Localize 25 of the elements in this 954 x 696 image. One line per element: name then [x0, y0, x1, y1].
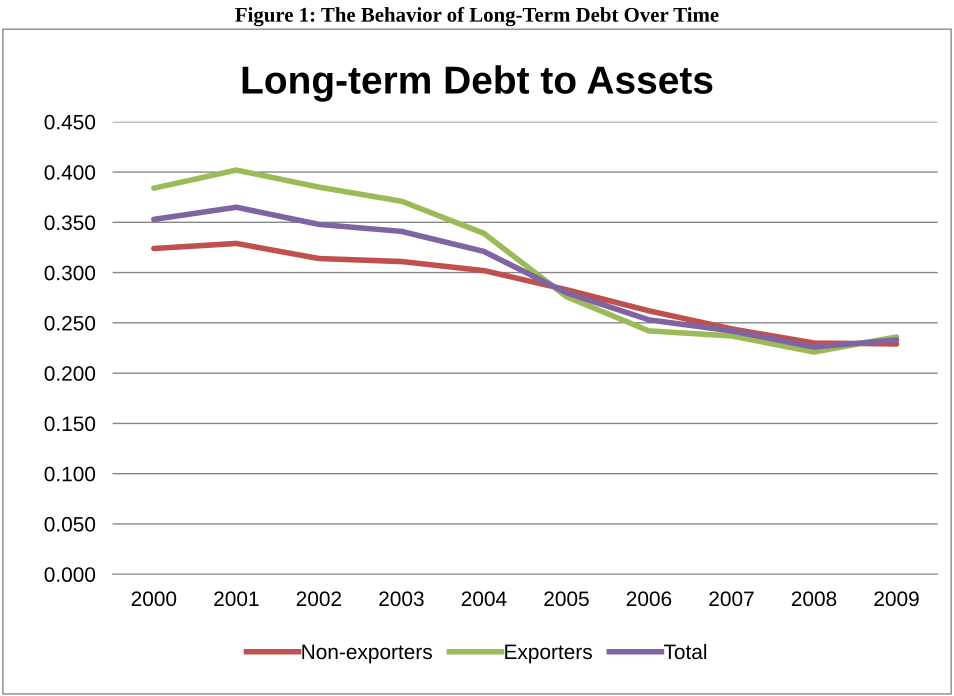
y-tick-label: 0.000	[44, 567, 96, 582]
y-tick-label: 0.350	[44, 215, 96, 230]
legend-label: Non-exporters	[302, 644, 432, 664]
x-tick-label: 2004	[462, 591, 506, 606]
y-tick-label: 0.300	[44, 266, 96, 280]
y-tick-label: 0.450	[44, 114, 96, 130]
y-tick-label: 0.250	[44, 316, 96, 331]
legend-label: Exporters	[505, 644, 592, 664]
x-tick-label: 2002	[296, 591, 342, 606]
x-tick-label: 2006	[626, 591, 672, 606]
y-tick-label: 0.400	[44, 165, 96, 180]
x-tick-label: 2008	[792, 591, 836, 606]
x-tick-label: 2007	[709, 591, 754, 606]
y-tick-label: 0.100	[44, 466, 96, 482]
y-tick-label: 0.200	[44, 366, 96, 381]
x-tick-label: 2001	[214, 591, 259, 606]
x-tick-label: 2005	[544, 591, 589, 606]
legend-label: Total	[664, 644, 706, 660]
y-tick-label: 0.150	[44, 416, 96, 432]
x-tick-label: 2009	[874, 591, 919, 606]
y-tick-label: 0.050	[44, 516, 96, 532]
x-tick-label: 2000	[132, 591, 176, 606]
caption: Figure 1: The Behavior of Long-Term Debt Over Time	[235, 6, 719, 26]
chart-title: Long-term Debt to Assets	[242, 65, 712, 102]
x-tick-label: 2003	[379, 591, 424, 606]
